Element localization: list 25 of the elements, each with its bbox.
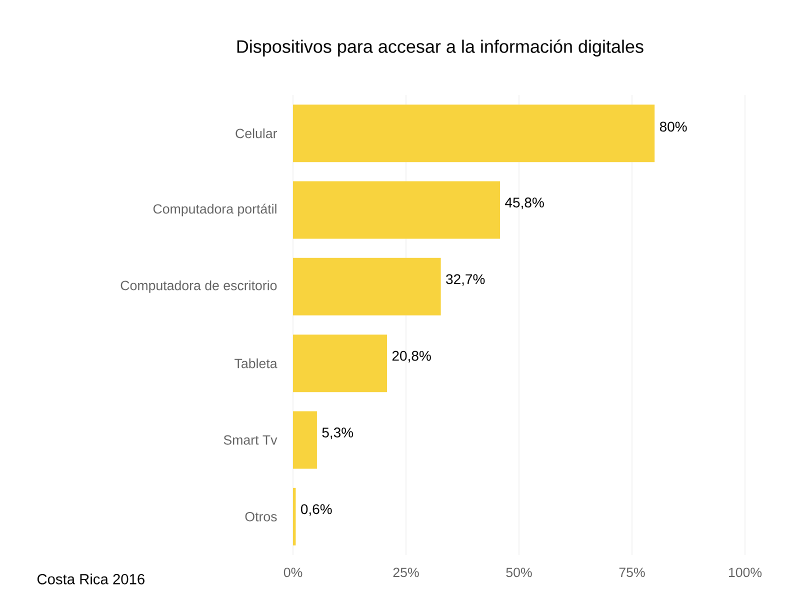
y-tick-label: Smart Tv [224,435,278,445]
bar [293,334,388,392]
data-label: 0,6% [300,504,332,516]
x-tick-label: 100% [728,568,762,578]
bar [293,411,317,469]
data-label: 20,8% [392,350,431,362]
bar [293,104,655,162]
y-tick-label: Computadora portátil [153,204,276,216]
y-tick-label: Otros [245,512,277,522]
bar [293,258,441,316]
data-label: 45,8% [505,198,544,210]
data-label: 32,7% [446,274,485,286]
y-tick-label: Celular [236,128,278,138]
x-tick-label: 25% [393,568,419,578]
bar [293,488,296,546]
y-tick-label: Computadora de escritorio [120,280,277,293]
x-tick-label: 0% [284,568,302,578]
x-tick-label: 50% [506,568,532,578]
y-tick-label: Tableta [234,358,278,368]
text: Costa Rica 2016 [37,574,144,584]
data-label: 5,3% [322,428,354,440]
bar [293,181,500,239]
chart-title: Dispositivos para accesar a la información digitales [237,39,644,56]
x-tick-label: 75% [619,568,645,578]
data-label: 80% [660,122,687,132]
